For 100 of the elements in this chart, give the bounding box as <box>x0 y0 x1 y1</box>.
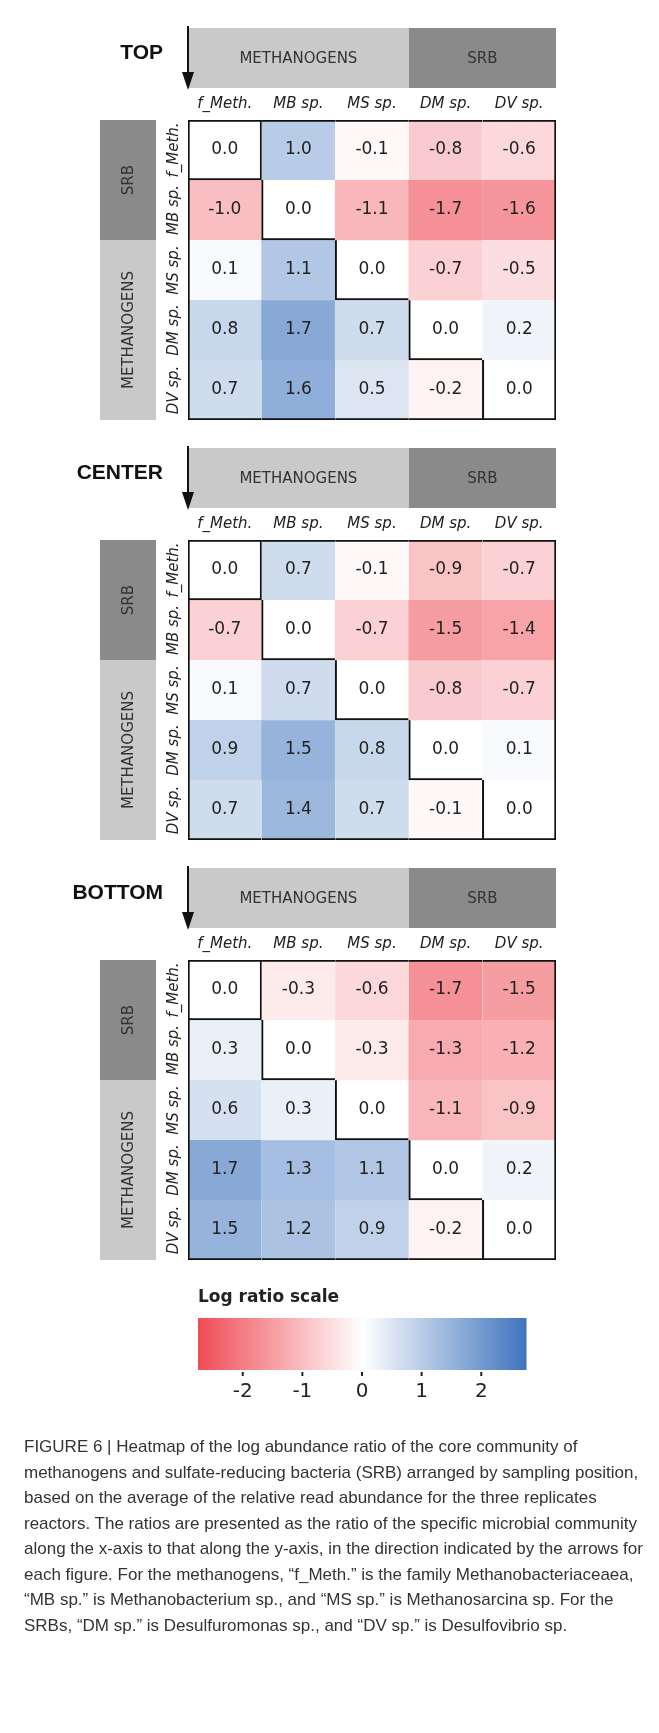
x-tick-label: MB sp. <box>273 513 324 532</box>
data-label: 0.7 <box>211 378 239 399</box>
data-label: 1.7 <box>284 318 312 339</box>
data-label: -0.7 <box>502 558 536 579</box>
data-label: -1.6 <box>502 198 536 219</box>
color-bar-label: 0 <box>355 1378 369 1403</box>
y-tick-label: MS sp. <box>163 1085 182 1135</box>
group-header: METHANOGENS <box>188 448 409 508</box>
x-tick-label: MB sp. <box>273 93 324 112</box>
group-header: METHANOGENS <box>188 28 409 88</box>
data-label: 0.2 <box>505 318 533 339</box>
color-bar-title: Log ratio scale <box>198 1286 340 1307</box>
data-label: -0.8 <box>429 678 463 699</box>
data-label: -1.7 <box>429 978 463 999</box>
data-label: 0.1 <box>211 258 239 279</box>
data-label: 0.0 <box>432 1158 460 1179</box>
data-label: 0.0 <box>358 1098 386 1119</box>
data-label: 0.0 <box>284 1038 312 1059</box>
group-header: SRB <box>100 540 156 660</box>
x-tick-label: DV sp. <box>494 513 544 532</box>
data-label: -0.7 <box>429 258 463 279</box>
data-label: -0.5 <box>502 258 536 279</box>
data-label: 0.7 <box>358 798 386 819</box>
chart-title: TOP <box>119 40 163 64</box>
data-label: -0.3 <box>281 978 315 999</box>
group-header: METHANOGENS <box>100 1080 156 1260</box>
data-label: -1.0 <box>208 198 242 219</box>
data-label: -0.6 <box>502 138 536 159</box>
group-header: SRB <box>408 28 556 88</box>
data-label: -1.1 <box>429 1098 463 1119</box>
chart-title: BOTTOM <box>71 880 163 904</box>
data-label: 0.0 <box>505 798 533 819</box>
y-tick-label: MB sp. <box>163 1024 182 1076</box>
data-label: 0.0 <box>211 138 239 159</box>
x-tick-label: f_Meth. <box>197 513 253 533</box>
data-label: -0.2 <box>429 1218 463 1239</box>
y-tick-label: DM sp. <box>163 304 182 356</box>
data-label: 0.7 <box>358 318 386 339</box>
data-label: 0.9 <box>358 1218 386 1239</box>
data-label: 0.2 <box>505 1158 533 1179</box>
y-tick-label: DV sp. <box>163 365 182 415</box>
color-bar-label: 1 <box>415 1378 428 1403</box>
data-label: -1.5 <box>502 978 536 999</box>
data-label: -0.9 <box>429 558 463 579</box>
data-label: 1.3 <box>284 1158 312 1179</box>
x-tick-label: MS sp. <box>347 513 397 532</box>
data-label: -1.7 <box>429 198 463 219</box>
data-label: 0.0 <box>358 258 386 279</box>
data-label: 1.6 <box>284 378 312 399</box>
data-label: 0.0 <box>505 378 533 399</box>
data-label: 0.1 <box>505 738 533 759</box>
group-header: METHANOGENS <box>100 240 156 420</box>
data-label: 1.1 <box>284 258 312 279</box>
data-label: 0.8 <box>358 738 386 759</box>
data-label: 0.0 <box>284 618 312 639</box>
y-tick-label: DM sp. <box>163 1144 182 1196</box>
data-label: -0.1 <box>429 798 463 819</box>
data-label: 0.7 <box>284 678 312 699</box>
y-tick-label: DV sp. <box>163 1205 182 1255</box>
x-tick-label: MS sp. <box>347 93 397 112</box>
data-label: 1.5 <box>284 738 312 759</box>
x-tick-label: DM sp. <box>419 513 472 532</box>
color-bar-label: 2 <box>474 1378 488 1403</box>
color-bar-label: -2 <box>232 1378 253 1403</box>
data-label: -1.4 <box>502 618 536 639</box>
caption: FIGURE 6 | Heatmap of the log abundance ratio of the core community of methanogens and sulfate-reducing bacteria (SRB) arranged by sampling position, based on the average of the relative read abundance for the three replicates reactors. The ratios are presented as the ratio of the specific microbial community along the x-axis to that along the y-axis, in the direction indicated by the arrows for each figure. For the methanogens, “f_Meth.” is the family Methanobacteriaceaea, “MB sp.” is Methanobacterium sp., and “MS sp.” is Methanosarcina sp. For the SRBs, “DM sp.” is Desulfuromonas sp., and “DV sp.” is Desulfovibrio sp. <box>24 1436 643 1637</box>
data-label: 0.0 <box>358 678 386 699</box>
group-header: SRB <box>408 448 556 508</box>
y-tick-label: MB sp. <box>163 184 182 236</box>
data-label: 0.9 <box>211 738 239 759</box>
data-label: 0.3 <box>284 1098 312 1119</box>
group-header: SRB <box>100 120 156 240</box>
data-label: 0.1 <box>211 678 239 699</box>
data-label: 1.0 <box>284 138 312 159</box>
data-label: -1.3 <box>429 1038 463 1059</box>
data-label: 0.8 <box>211 318 239 339</box>
x-tick-label: DM sp. <box>419 93 472 112</box>
data-label: -0.7 <box>355 618 389 639</box>
data-label: 0.0 <box>432 738 460 759</box>
group-header: SRB <box>100 960 156 1080</box>
data-label: 1.2 <box>284 1218 312 1239</box>
data-label: 0.5 <box>358 378 386 399</box>
color-bar-label: -1 <box>292 1378 313 1403</box>
x-tick-label: MB sp. <box>273 933 324 952</box>
group-header: SRB <box>408 868 556 928</box>
data-label: 0.7 <box>284 558 312 579</box>
x-tick-label: DV sp. <box>494 933 544 952</box>
data-label: 0.0 <box>211 558 239 579</box>
y-tick-label: MB sp. <box>163 604 182 656</box>
y-tick-label: DM sp. <box>163 724 182 776</box>
data-label: -0.2 <box>429 378 463 399</box>
data-label: 1.7 <box>211 1158 239 1179</box>
data-label: 0.0 <box>505 1218 533 1239</box>
data-label: -0.1 <box>355 558 389 579</box>
data-label: -1.5 <box>429 618 463 639</box>
data-label: 0.0 <box>284 198 312 219</box>
data-label: -1.2 <box>502 1038 536 1059</box>
x-tick-label: f_Meth. <box>197 93 253 113</box>
data-label: -0.9 <box>502 1098 536 1119</box>
x-tick-label: DM sp. <box>419 933 472 952</box>
